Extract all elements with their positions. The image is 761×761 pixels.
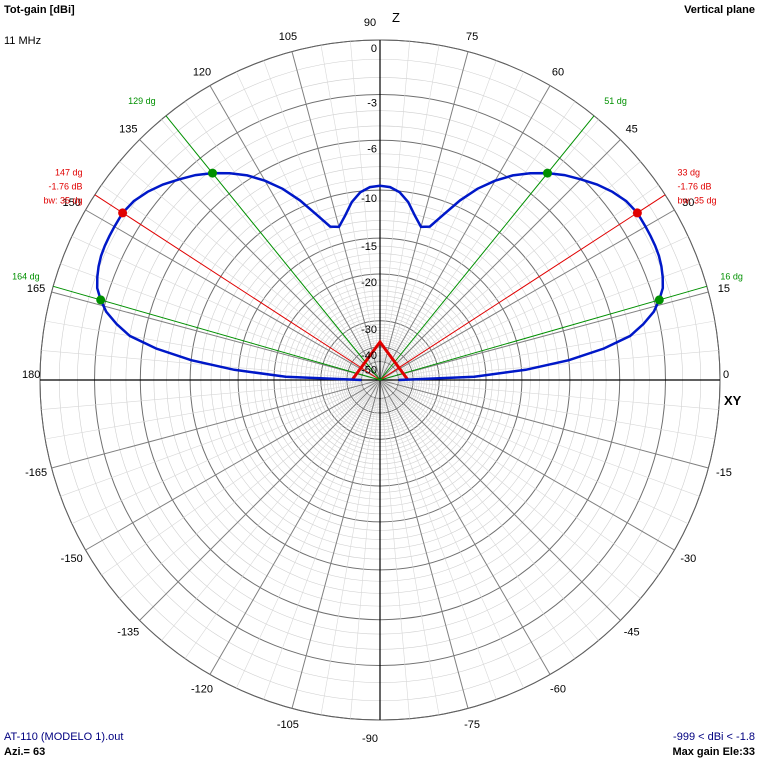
z-axis-label: Z — [392, 10, 400, 25]
takeoff-marker — [543, 168, 552, 178]
beamwidth-label: -1.76 dB — [678, 181, 712, 191]
takeoff-label: 129 dg — [128, 96, 156, 106]
beamwidth-label: 147 dg — [55, 167, 83, 177]
radial-tick-label: -20 — [361, 277, 377, 289]
radial-tick-label: -50 — [361, 365, 377, 377]
gain-pattern-curve — [95, 171, 665, 382]
range-label: -999 < dBi < -1.8 — [673, 731, 755, 743]
polar-grid — [39, 39, 721, 721]
angle-tick-label: 150 — [63, 197, 81, 209]
takeoff-marker — [96, 295, 106, 305]
takeoff-marker — [654, 295, 664, 305]
radial-tick-label: 0 — [371, 43, 377, 55]
takeoff-line — [53, 285, 381, 381]
frequency-label: 11 MHz — [4, 35, 42, 47]
takeoff-marker — [208, 168, 217, 178]
chart-title: Tot-gain [dBi] — [4, 4, 75, 16]
takeoff-line — [379, 115, 595, 381]
beamwidth-label: -1.76 dB — [48, 181, 82, 191]
angle-tick-label: 30 — [682, 197, 694, 209]
pattern-layer — [95, 168, 665, 382]
beamwidth-line — [94, 194, 381, 381]
beamwidth-marker — [118, 208, 128, 218]
angle-tick-label: -60 — [550, 683, 566, 695]
xy-axis-label: XY — [724, 393, 742, 408]
beamwidth-label: bw: 35 dg — [678, 195, 717, 205]
azimuth-label: Azi.= 63 — [4, 746, 46, 758]
angle-tick-label: 0 — [723, 369, 729, 381]
takeoff-line — [379, 285, 707, 381]
radial-tick-label: -15 — [361, 241, 377, 253]
angle-tick-label: -75 — [464, 719, 480, 731]
takeoff-line — [165, 115, 381, 381]
angle-tick-label: 105 — [279, 31, 297, 43]
angle-tick-label: -15 — [716, 467, 732, 479]
angle-tick-label: 75 — [466, 31, 478, 43]
filename-label: AT-110 (MODELO 1).out — [4, 731, 124, 743]
tick-labels: 0 -3 -6 -10 -15 -20 -30 -40 -50 0 15 30 45 60 75 90 105 1… — [12, 10, 743, 745]
angle-tick-label: -150 — [61, 553, 83, 565]
takeoff-label: 16 dg — [720, 272, 743, 282]
max-gain-label: Max gain Ele:33 — [672, 746, 755, 758]
beamwidth-line — [379, 194, 666, 381]
takeoff-label: 51 dg — [604, 96, 627, 106]
angle-tick-label: 120 — [193, 67, 211, 79]
radial-tick-label: -30 — [361, 324, 377, 336]
radial-tick-label: -10 — [361, 193, 377, 205]
angle-tick-label: -90 — [362, 733, 378, 745]
angle-tick-label: -165 — [25, 467, 47, 479]
radial-tick-label: -40 — [361, 350, 377, 362]
antenna-symbol — [350, 339, 410, 381]
angle-tick-label: 60 — [552, 67, 564, 79]
angle-tick-label: 165 — [27, 283, 45, 295]
beamwidth-label: 33 dg — [678, 167, 701, 177]
takeoff-label: 164 dg — [12, 272, 40, 282]
angle-tick-label: 45 — [626, 123, 638, 135]
angle-tick-label: 180 — [22, 369, 40, 381]
guide-lines — [53, 115, 707, 381]
angle-tick-label: -135 — [117, 627, 139, 639]
beamwidth-label: bw: 35 dg — [43, 195, 82, 205]
radial-tick-label: -3 — [367, 98, 377, 110]
angle-tick-label: -45 — [624, 627, 640, 639]
angle-tick-label: 15 — [718, 283, 730, 295]
angle-tick-label: 135 — [119, 123, 137, 135]
angle-tick-label: -120 — [191, 683, 213, 695]
angle-tick-label: -105 — [277, 719, 299, 731]
angle-tick-label: -30 — [680, 553, 696, 565]
radial-tick-label: -6 — [367, 143, 377, 155]
beamwidth-marker — [632, 208, 642, 218]
plane-label: Vertical plane — [684, 4, 755, 16]
angle-tick-label: 90 — [364, 17, 376, 29]
